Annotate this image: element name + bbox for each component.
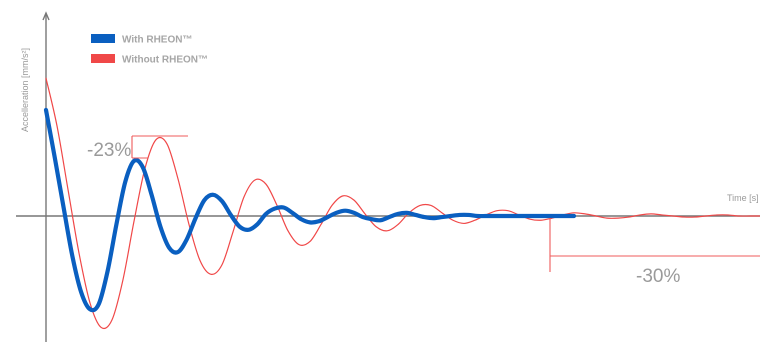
legend-label-with-rheon: With RHEON™	[122, 35, 192, 46]
legend-label-without-rheon: Without RHEON™	[122, 55, 208, 66]
peak-reduction-label: -23%	[87, 140, 131, 161]
peak-reduction-bracket	[131, 135, 188, 159]
y-axis-label: Accelleration [mm/s²]	[20, 48, 30, 132]
legend-swatch-with-rheon	[91, 34, 115, 43]
x-axis-label: Time [s]	[727, 193, 759, 203]
legend-swatch-without-rheon	[91, 54, 115, 63]
y-axis-arrow	[42, 11, 50, 21]
annotations: -23% -30%	[87, 135, 760, 287]
settling-reduction-label: -30%	[636, 266, 680, 287]
legend: With RHEON™ Without RHEON™	[91, 34, 208, 66]
series-line-with-rheon	[43, 107, 577, 313]
settling-reduction-bracket	[549, 218, 760, 272]
series-layer	[43, 77, 760, 330]
